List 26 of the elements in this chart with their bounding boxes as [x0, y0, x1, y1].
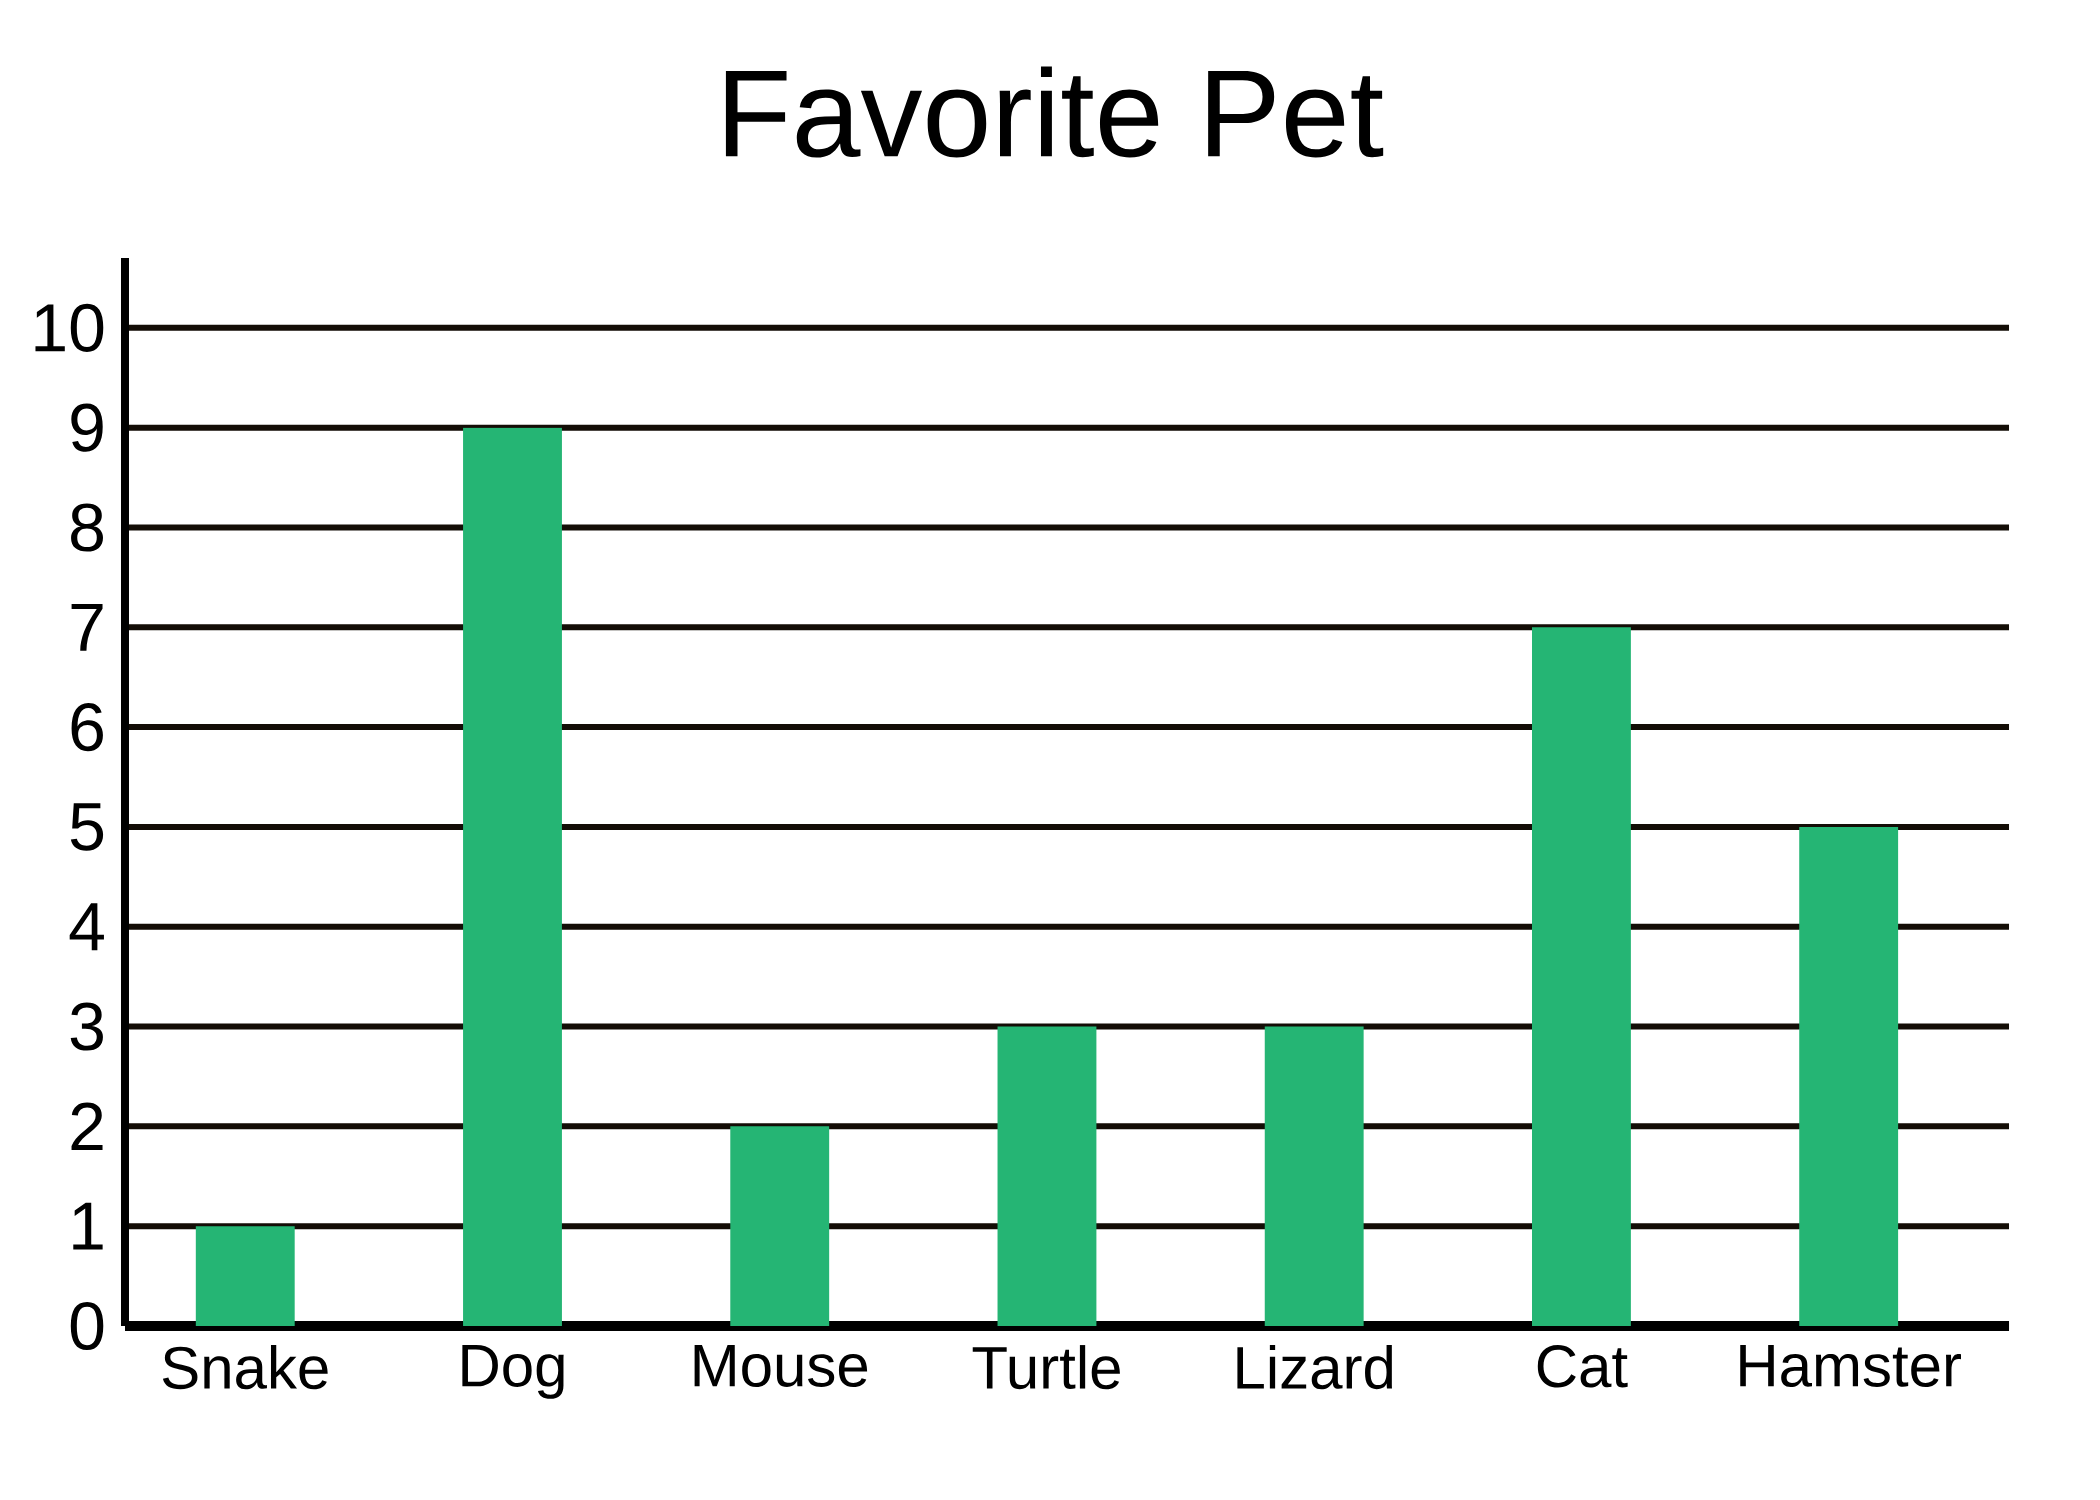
x-tick-label: Turtle	[972, 1345, 1120, 1390]
y-tick-label: 3	[70, 1002, 103, 1051]
bar	[730, 1126, 830, 1326]
y-tick-label: 9	[71, 403, 103, 452]
y-tick-label: 0	[70, 1301, 104, 1351]
y-tick-label: 10	[35, 303, 104, 352]
bar	[195, 1226, 295, 1326]
x-tick-label: Lizard	[1237, 1345, 1393, 1390]
y-tick-label: 2	[71, 1102, 103, 1151]
x-tick-label: Cat	[1537, 1345, 1628, 1388]
x-tick-label: Hamster	[1740, 1345, 1961, 1387]
x-tick-label: Snake	[162, 1345, 328, 1390]
bar	[1532, 627, 1631, 1326]
x-tick-label: Mouse	[694, 1345, 868, 1387]
bar	[997, 1026, 1097, 1326]
y-tick-label: 1	[73, 1202, 103, 1250]
y-tick-label: 5	[70, 803, 104, 851]
x-tick-label: Dog	[462, 1345, 564, 1399]
y-tick-label: 8	[71, 503, 103, 552]
bar	[463, 427, 562, 1326]
bar	[1264, 1026, 1364, 1326]
y-tick-label: 6	[71, 703, 103, 752]
y-tick-label: 4	[69, 903, 104, 951]
chart-title: Favorite Pet	[725, 66, 1384, 158]
y-tick-label: 7	[71, 603, 103, 651]
bar	[1799, 826, 1899, 1326]
